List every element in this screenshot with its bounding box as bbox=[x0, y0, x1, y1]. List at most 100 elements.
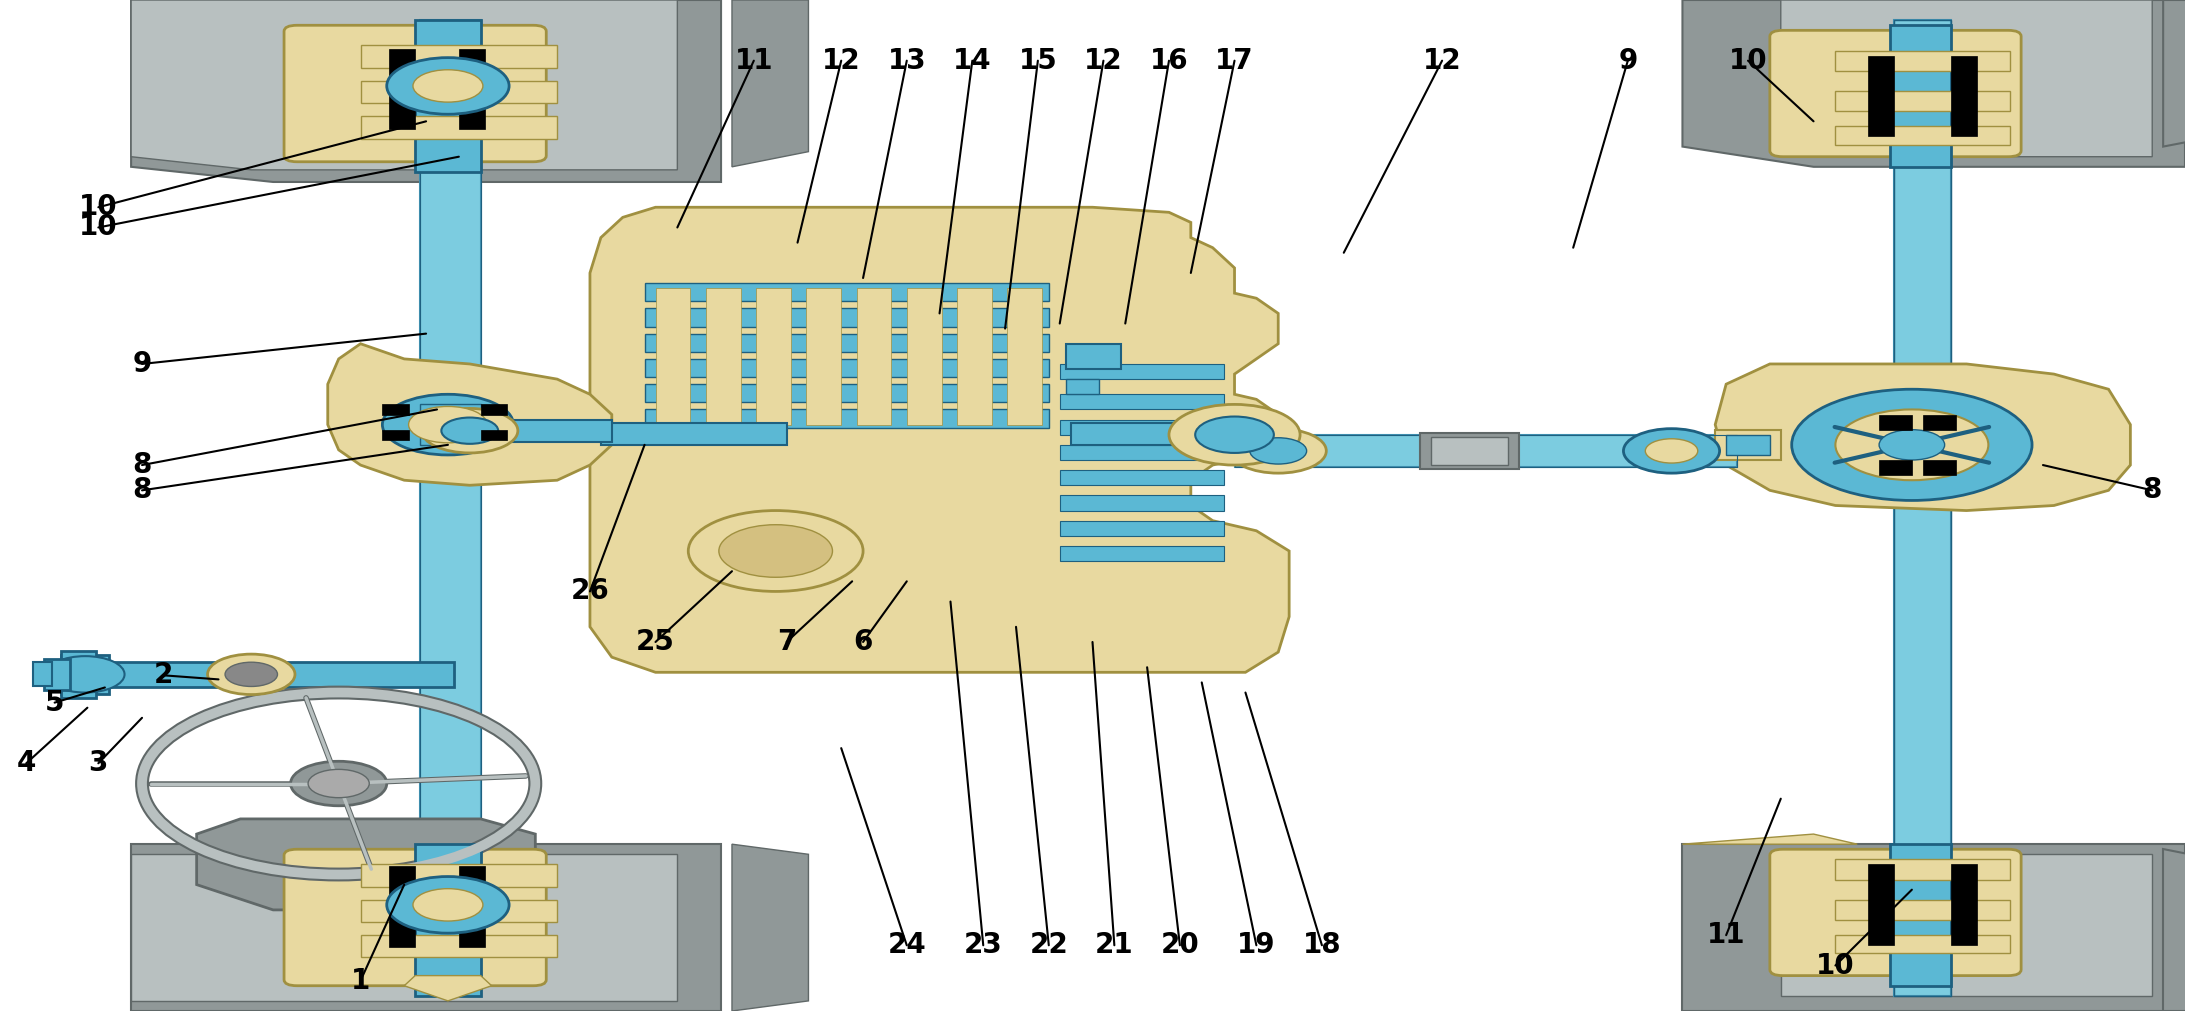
Text: 3: 3 bbox=[90, 749, 107, 777]
Bar bbox=[1066, 344, 1121, 369]
Circle shape bbox=[387, 877, 509, 933]
Bar bbox=[459, 49, 485, 129]
Circle shape bbox=[308, 769, 369, 798]
Text: 11: 11 bbox=[1706, 921, 1746, 949]
Bar bbox=[656, 288, 690, 425]
Bar bbox=[645, 283, 1049, 301]
Polygon shape bbox=[732, 844, 808, 1011]
Text: 9: 9 bbox=[1619, 47, 1637, 75]
Bar bbox=[1235, 435, 1737, 467]
FancyBboxPatch shape bbox=[1770, 849, 2021, 976]
Text: 19: 19 bbox=[1237, 931, 1276, 959]
Circle shape bbox=[382, 394, 513, 455]
Bar bbox=[361, 900, 557, 922]
Bar bbox=[61, 655, 109, 694]
Circle shape bbox=[1250, 438, 1307, 464]
Bar bbox=[1835, 91, 2010, 111]
Text: 10: 10 bbox=[1816, 951, 1855, 980]
Bar bbox=[1894, 20, 1951, 996]
Bar bbox=[1868, 56, 1894, 136]
Bar bbox=[645, 308, 1049, 327]
Bar bbox=[61, 651, 96, 698]
Text: 7: 7 bbox=[778, 628, 795, 656]
Bar bbox=[1060, 495, 1224, 511]
Bar bbox=[361, 935, 557, 957]
Bar bbox=[420, 20, 481, 900]
Polygon shape bbox=[2163, 849, 2185, 1011]
Bar bbox=[907, 288, 942, 425]
Polygon shape bbox=[131, 854, 677, 1001]
Bar bbox=[1879, 415, 1912, 430]
Polygon shape bbox=[328, 344, 612, 485]
Bar bbox=[1835, 900, 2010, 920]
Bar bbox=[361, 864, 557, 887]
Text: 21: 21 bbox=[1095, 931, 1134, 959]
Bar bbox=[756, 288, 791, 425]
Polygon shape bbox=[197, 819, 535, 910]
Circle shape bbox=[1879, 430, 1945, 460]
Bar bbox=[389, 49, 415, 129]
Circle shape bbox=[413, 889, 483, 921]
Polygon shape bbox=[2163, 0, 2185, 147]
Bar bbox=[1060, 420, 1224, 435]
Bar bbox=[1835, 51, 2010, 71]
Bar bbox=[420, 20, 481, 900]
Polygon shape bbox=[131, 0, 721, 182]
Text: 10: 10 bbox=[79, 213, 118, 242]
Bar bbox=[645, 359, 1049, 377]
Bar bbox=[1060, 394, 1224, 409]
Bar bbox=[601, 423, 787, 445]
Polygon shape bbox=[131, 844, 721, 1011]
Polygon shape bbox=[1781, 0, 2152, 157]
Bar bbox=[1951, 864, 1977, 945]
Circle shape bbox=[1195, 417, 1274, 453]
Text: 13: 13 bbox=[887, 47, 926, 75]
Bar bbox=[1879, 460, 1912, 475]
Bar bbox=[1071, 423, 1235, 445]
Text: 20: 20 bbox=[1160, 931, 1200, 959]
Circle shape bbox=[1623, 429, 1720, 473]
Polygon shape bbox=[1682, 0, 2185, 167]
Text: 4: 4 bbox=[17, 749, 35, 777]
Bar bbox=[1420, 433, 1519, 469]
Bar bbox=[857, 288, 891, 425]
Text: 11: 11 bbox=[734, 47, 773, 75]
Bar bbox=[1007, 288, 1042, 425]
Bar bbox=[44, 659, 70, 690]
Circle shape bbox=[225, 662, 277, 686]
Circle shape bbox=[422, 408, 518, 453]
Bar bbox=[459, 866, 485, 947]
Circle shape bbox=[1835, 409, 1988, 480]
Circle shape bbox=[1230, 429, 1326, 473]
Polygon shape bbox=[590, 207, 1289, 672]
Bar bbox=[645, 384, 1049, 402]
Bar bbox=[1235, 435, 1737, 467]
Polygon shape bbox=[1682, 844, 2185, 1011]
FancyBboxPatch shape bbox=[284, 849, 546, 986]
Bar bbox=[706, 288, 741, 425]
Text: 16: 16 bbox=[1149, 47, 1189, 75]
Bar bbox=[1835, 935, 2010, 953]
Bar bbox=[33, 662, 52, 686]
Bar bbox=[1060, 364, 1224, 379]
Bar bbox=[1923, 415, 1956, 430]
Text: 22: 22 bbox=[1029, 931, 1068, 959]
Text: 12: 12 bbox=[1422, 47, 1462, 75]
Bar bbox=[1890, 844, 1951, 986]
Bar bbox=[1715, 430, 1781, 460]
Text: 6: 6 bbox=[854, 628, 872, 656]
Bar bbox=[415, 20, 481, 172]
Polygon shape bbox=[404, 976, 492, 1001]
Bar bbox=[1951, 56, 1977, 136]
Polygon shape bbox=[732, 0, 808, 167]
Bar bbox=[470, 420, 612, 442]
Text: 12: 12 bbox=[1084, 47, 1123, 75]
Bar bbox=[481, 404, 507, 415]
Text: 18: 18 bbox=[1302, 931, 1342, 959]
Text: 23: 23 bbox=[964, 931, 1003, 959]
Text: 8: 8 bbox=[133, 451, 151, 479]
Text: 14: 14 bbox=[953, 47, 992, 75]
Bar bbox=[1890, 25, 1951, 167]
Bar bbox=[361, 116, 557, 139]
Circle shape bbox=[413, 70, 483, 102]
